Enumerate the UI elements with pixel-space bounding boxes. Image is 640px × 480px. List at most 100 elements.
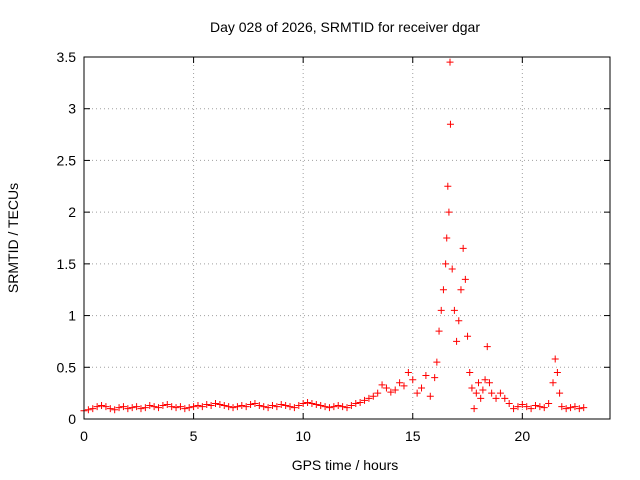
data-point: [464, 332, 472, 340]
data-point: [413, 389, 421, 397]
data-point: [445, 208, 453, 216]
data-point: [553, 368, 561, 376]
data-point: [461, 275, 469, 283]
x-axis-label: GPS time / hours: [292, 457, 399, 473]
data-point: [437, 306, 445, 314]
y-tick-label: 0.5: [57, 359, 77, 375]
data-point: [176, 403, 184, 411]
data-point: [343, 404, 351, 412]
y-axis-label: SRMTID / TECUs: [5, 183, 21, 293]
data-point: [483, 343, 491, 351]
data-point: [264, 404, 272, 412]
data-point: [523, 403, 531, 411]
data-point: [426, 392, 434, 400]
data-point: [477, 394, 485, 402]
data-points: [80, 58, 588, 415]
x-tick-label: 5: [190, 428, 198, 444]
data-point: [290, 404, 298, 412]
data-point: [207, 402, 215, 410]
data-point: [446, 120, 454, 128]
data-point: [468, 384, 476, 392]
data-point: [155, 404, 163, 412]
data-point: [268, 402, 276, 410]
data-point: [119, 403, 127, 411]
data-point: [334, 402, 342, 410]
data-point: [488, 389, 496, 397]
data-point: [475, 379, 482, 387]
data-point: [220, 402, 228, 410]
data-point: [141, 404, 149, 412]
data-point: [442, 260, 450, 268]
data-point: [571, 403, 579, 411]
data-point: [102, 403, 110, 411]
data-point: [448, 265, 456, 273]
data-point: [163, 401, 171, 409]
data-point: [472, 389, 480, 397]
x-tick-label: 10: [295, 428, 311, 444]
data-point: [580, 404, 588, 412]
data-point: [325, 404, 333, 412]
x-tick-label: 0: [80, 428, 88, 444]
data-point: [479, 386, 487, 394]
data-point: [115, 404, 123, 412]
y-tick-label: 3: [68, 101, 76, 117]
data-point: [466, 368, 474, 376]
data-point: [549, 379, 557, 387]
data-point: [111, 406, 119, 414]
data-point: [242, 403, 250, 411]
data-point: [540, 404, 548, 412]
data-point: [505, 399, 513, 407]
data-point: [418, 384, 426, 392]
data-point: [374, 389, 382, 397]
data-point: [531, 402, 539, 410]
data-point: [212, 399, 219, 407]
x-tick-label: 20: [515, 428, 531, 444]
y-tick-label: 1.5: [57, 256, 77, 272]
data-point: [378, 381, 386, 389]
data-point: [198, 403, 206, 411]
data-point: [567, 404, 575, 412]
data-point: [251, 399, 259, 407]
data-point: [365, 394, 373, 402]
data-point: [203, 401, 211, 409]
data-point: [422, 372, 430, 380]
data-point: [455, 317, 463, 325]
grid: [84, 57, 610, 419]
data-point: [339, 403, 347, 411]
data-point: [439, 286, 447, 294]
data-point: [308, 399, 316, 407]
data-point: [443, 234, 451, 242]
data-point: [128, 404, 136, 412]
data-point: [89, 405, 97, 413]
data-point: [98, 402, 106, 410]
data-point: [481, 376, 489, 384]
data-point: [255, 402, 263, 410]
data-point: [435, 327, 443, 335]
data-point: [431, 374, 439, 382]
data-point: [459, 244, 467, 252]
data-point: [470, 405, 478, 413]
data-point: [409, 376, 417, 384]
plot-frame: [83, 56, 611, 420]
data-point: [361, 396, 369, 404]
y-tick-label: 2: [68, 204, 76, 220]
x-tick-label: 15: [405, 428, 421, 444]
y-tick-label: 1: [68, 308, 76, 324]
data-point: [247, 401, 255, 409]
data-point: [444, 182, 452, 190]
data-point: [137, 405, 145, 413]
data-point: [106, 405, 114, 413]
data-point: [295, 402, 303, 410]
data-point: [124, 405, 132, 413]
data-point: [304, 398, 312, 406]
data-point: [194, 402, 202, 410]
data-point: [233, 403, 241, 411]
data-point: [396, 379, 404, 387]
data-point: [190, 403, 198, 411]
data-point: [168, 403, 176, 411]
data-point: [485, 379, 493, 387]
data-point: [356, 398, 364, 406]
data-point: [400, 382, 408, 390]
data-point: [387, 388, 395, 396]
